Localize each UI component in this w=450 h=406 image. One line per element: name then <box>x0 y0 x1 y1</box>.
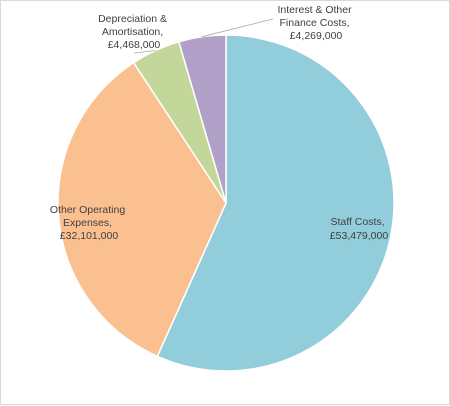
leader-line-depreciation <box>133 50 156 54</box>
pie-slice-other-operating-expenses <box>57 61 227 358</box>
pie-slices <box>57 34 395 372</box>
pie-slice-staff-costs <box>156 34 395 372</box>
leader-lines <box>133 18 274 54</box>
data-label-other-operating-expenses: Other Operating Expenses, £32,101,000 <box>50 204 128 242</box>
data-label-staff-costs: Staff Costs, £53,479,000 <box>330 216 389 242</box>
pie-slice-interest-finance-costs <box>177 34 227 204</box>
data-labels: Staff Costs, £53,479,000 Other Operating… <box>50 4 388 242</box>
data-label-depreciation-amortisation: Depreciation & Amortisation, £4,468,000 <box>98 13 170 51</box>
data-label-interest-finance-costs: Interest & Other Finance Costs, £4,269,0… <box>277 4 354 42</box>
leader-line-interest <box>202 18 274 38</box>
